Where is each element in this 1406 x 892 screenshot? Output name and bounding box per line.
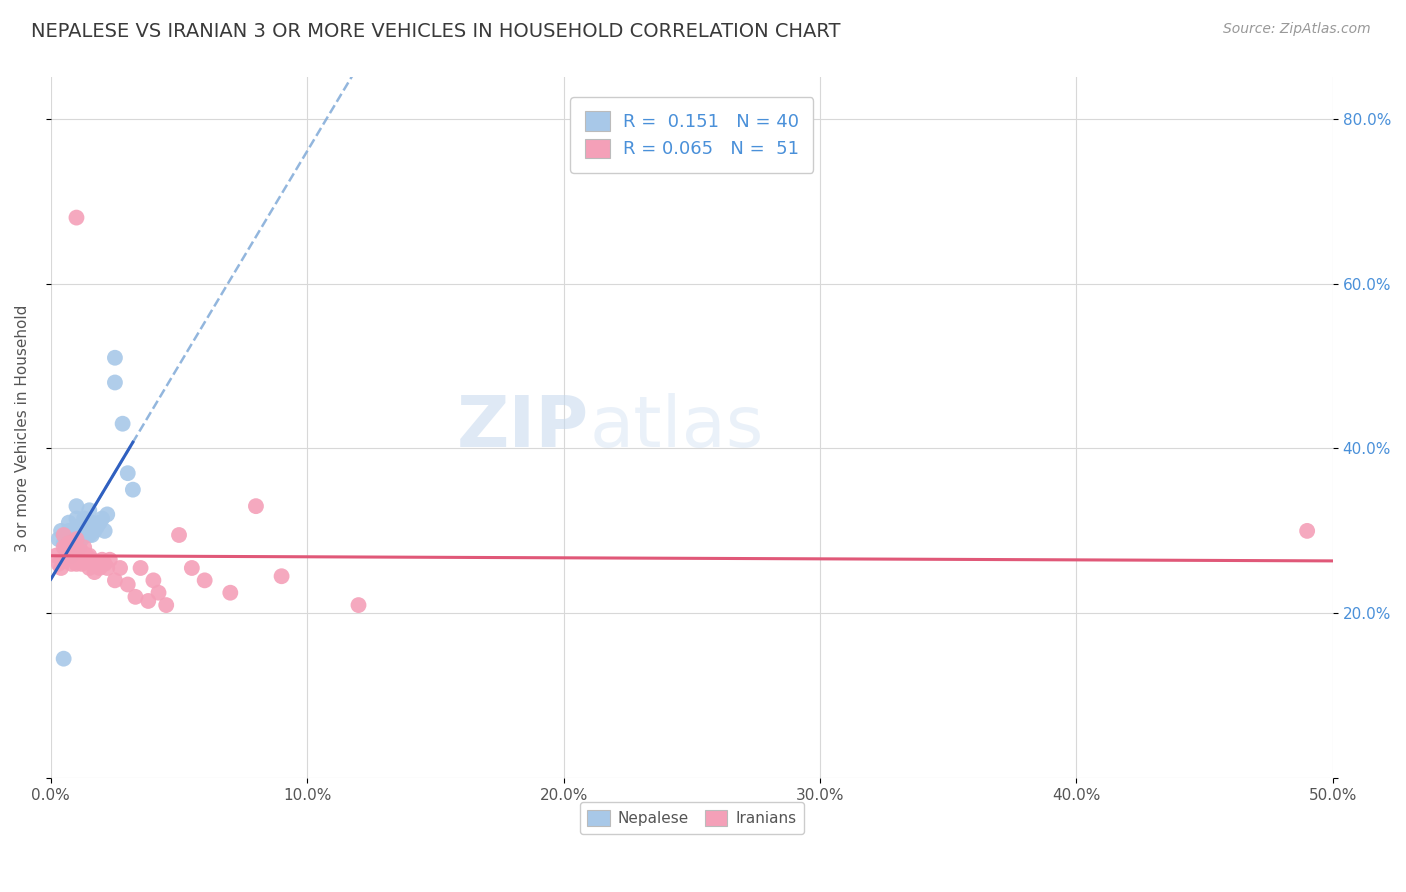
Point (93, 557, 115, 571)
Point (76, 549, 98, 563)
Point (108, 561, 131, 575)
Point (96, 561, 118, 575)
Point (73, 553, 96, 567)
Point (155, 598, 177, 612)
Point (79, 549, 101, 563)
Point (65, 520, 87, 534)
Y-axis label: 3 or more Vehicles in Household: 3 or more Vehicles in Household (15, 304, 30, 551)
Point (70, 520, 93, 534)
Point (245, 499, 267, 513)
Point (48, 532, 70, 546)
Point (73, 524, 96, 538)
Point (63, 536, 86, 550)
Point (55, 528, 77, 542)
Point (60, 528, 83, 542)
Point (122, 483, 145, 497)
Point (76, 520, 98, 534)
Point (65, 499, 87, 513)
Point (79, 528, 101, 542)
Point (80, 528, 103, 542)
Point (63, 549, 86, 563)
Point (91, 553, 114, 567)
Point (67, 553, 90, 567)
Point (65, 211, 87, 225)
Point (93, 524, 115, 538)
Point (86, 557, 108, 571)
Point (83, 565, 105, 579)
Point (60, 544, 83, 558)
Point (142, 574, 165, 588)
Point (65, 511, 87, 525)
Text: ZIP: ZIP (457, 393, 589, 462)
Point (98, 553, 121, 567)
Point (167, 528, 190, 542)
Point (48, 557, 70, 571)
Point (65, 532, 87, 546)
Point (117, 466, 139, 480)
Point (79, 516, 101, 530)
Point (49, 561, 72, 575)
Text: Source: ZipAtlas.com: Source: ZipAtlas.com (1223, 22, 1371, 37)
Point (67, 544, 90, 558)
Point (104, 376, 127, 390)
Point (73, 511, 96, 525)
Point (89, 516, 111, 530)
Point (111, 417, 134, 431)
Point (49, 524, 72, 538)
Point (58, 524, 80, 538)
Point (65, 544, 87, 558)
Point (60, 549, 83, 563)
Point (52, 651, 75, 665)
Point (55, 553, 77, 567)
Point (63, 524, 86, 538)
Point (70, 532, 93, 546)
Point (67, 541, 90, 555)
Point (45, 549, 67, 563)
Point (80, 553, 103, 567)
Point (104, 574, 127, 588)
Point (91, 511, 114, 525)
Point (65, 557, 87, 571)
Point (180, 561, 202, 575)
Point (60, 557, 83, 571)
Point (63, 536, 86, 550)
Point (270, 569, 292, 583)
Point (79, 503, 101, 517)
Point (89, 561, 111, 575)
Point (55, 541, 77, 555)
Point (1296, 524, 1319, 538)
Point (124, 590, 146, 604)
Point (70, 557, 93, 571)
Point (148, 585, 170, 599)
Point (73, 541, 96, 555)
Point (58, 516, 80, 530)
Point (70, 544, 93, 558)
Point (219, 585, 242, 599)
Point (52, 536, 75, 550)
Point (83, 524, 105, 538)
Point (52, 528, 75, 542)
Legend: Nepalese, Iranians: Nepalese, Iranians (579, 803, 804, 834)
Point (67, 528, 90, 542)
Point (347, 598, 370, 612)
Point (129, 561, 152, 575)
Point (60, 541, 83, 555)
Point (80, 516, 103, 530)
Text: atlas: atlas (589, 393, 763, 462)
Point (136, 594, 159, 608)
Point (65, 532, 87, 546)
Point (65, 528, 87, 542)
Point (104, 351, 127, 365)
Point (194, 574, 217, 588)
Point (117, 577, 139, 591)
Point (86, 520, 108, 534)
Point (58, 549, 80, 563)
Point (58, 536, 80, 550)
Text: NEPALESE VS IRANIAN 3 OR MORE VEHICLES IN HOUSEHOLD CORRELATION CHART: NEPALESE VS IRANIAN 3 OR MORE VEHICLES I… (31, 22, 841, 41)
Point (52, 541, 75, 555)
Point (79, 561, 101, 575)
Point (96, 508, 118, 522)
